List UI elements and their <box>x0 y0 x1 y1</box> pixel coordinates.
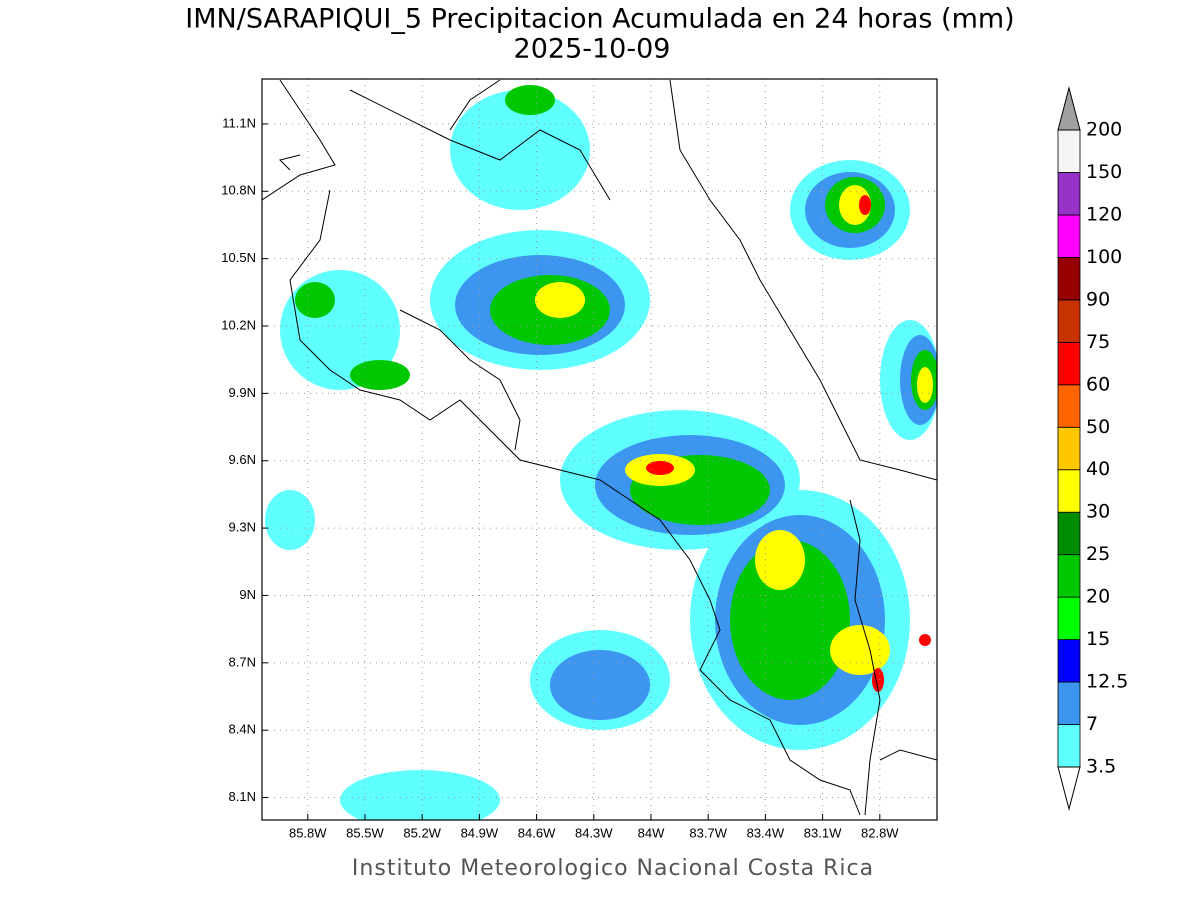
map-frame <box>261 78 938 821</box>
colorbar-box <box>1057 129 1081 173</box>
colorbar-box <box>1057 172 1081 216</box>
colorbar-label: 40 <box>1086 458 1110 480</box>
colorbar-box <box>1057 681 1081 725</box>
x-tick-label: 85.2W <box>403 825 441 840</box>
colorbar-over <box>1057 86 1081 131</box>
colorbar-box <box>1057 554 1081 598</box>
colorbar-label: 150 <box>1086 161 1122 183</box>
colorbar-label: 3.5 <box>1086 756 1116 778</box>
y-tick-label: 9N <box>239 587 256 602</box>
colorbar-box <box>1057 639 1081 683</box>
coastline <box>262 79 937 816</box>
footer: Instituto Meteorologico Nacional Costa R… <box>352 856 874 881</box>
colorbar-box <box>1057 724 1081 768</box>
x-tick-label: 85.5W <box>346 825 384 840</box>
y-tick-label: 11.1N <box>222 115 256 130</box>
x-tick-label: 84.9W <box>461 825 499 840</box>
y-tick-label: 8.4N <box>229 722 256 737</box>
colorbar-label: 60 <box>1086 373 1110 395</box>
axis-ticks: 85.8W 85.5W 85.2W 84.9W 84.6W 84.3W 84W 83.7W 83… <box>221 115 899 840</box>
y-tick-label: 10.2N <box>221 317 256 332</box>
y-tick-label: 9.3N <box>229 520 256 535</box>
colorbar-box <box>1057 511 1081 556</box>
y-tick-label: 9.9N <box>229 385 256 400</box>
colorbar-label: 7 <box>1086 713 1098 735</box>
colorbar-box <box>1057 214 1081 258</box>
colorbar-label: 120 <box>1086 203 1122 225</box>
colorbar-label: 30 <box>1086 501 1110 523</box>
colorbar-box <box>1057 299 1081 343</box>
x-tick-label: 82.8W <box>861 825 899 840</box>
x-tick-label: 84W <box>638 825 665 840</box>
colorbar-label: 12.5 <box>1086 671 1128 693</box>
x-tick-label: 85.8W <box>289 825 327 840</box>
colorbar-box <box>1057 341 1081 386</box>
y-tick-label: 8.1N <box>229 789 256 804</box>
subtitle: 2025-10-09 <box>514 34 671 65</box>
precip-field <box>265 85 937 820</box>
colorbar-box <box>1057 596 1081 641</box>
colorbar-label: 15 <box>1086 628 1110 650</box>
colorbar-box <box>1057 469 1081 513</box>
colorbar-label: 200 <box>1086 119 1122 141</box>
y-tick-label: 8.7N <box>229 654 256 669</box>
colorbar-box <box>1057 426 1081 471</box>
colorbar-label: 75 <box>1086 331 1110 353</box>
colorbar-box <box>1057 384 1081 428</box>
colorbar-box <box>1057 256 1081 301</box>
colorbar-label: 50 <box>1086 416 1110 438</box>
title: IMN/SARAPIQUI_5 Precipitacion Acumulada … <box>185 4 1014 35</box>
y-tick-label: 9.6N <box>229 452 256 467</box>
colorbar-label: 25 <box>1086 543 1110 565</box>
colorbar-under <box>1057 766 1081 811</box>
x-tick-label: 83.1W <box>804 825 842 840</box>
colorbar-label: 20 <box>1086 586 1110 608</box>
colorbar-label: 100 <box>1086 246 1122 268</box>
colorbar: 3.5 7 12.5 15 20 25 30 40 50 60 75 90 100 120 150 200 <box>1057 86 1128 811</box>
y-tick-label: 10.8N <box>221 183 256 198</box>
colorbar-label: 90 <box>1086 288 1110 310</box>
x-tick-label: 83.7W <box>689 825 727 840</box>
x-tick-label: 84.3W <box>575 825 613 840</box>
x-tick-label: 83.4W <box>747 825 785 840</box>
x-tick-label: 84.6W <box>518 825 556 840</box>
y-tick-label: 10.5N <box>221 250 256 265</box>
